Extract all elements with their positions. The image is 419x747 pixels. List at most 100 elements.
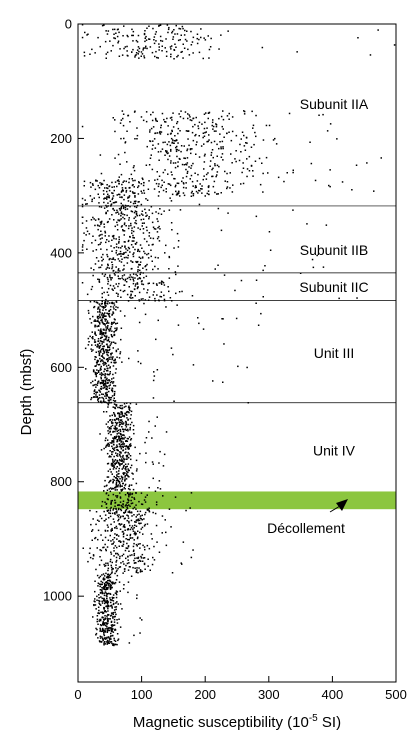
data-point	[106, 630, 109, 632]
data-point	[100, 348, 103, 351]
data-point	[111, 264, 114, 266]
data-point	[252, 175, 254, 177]
data-point	[166, 143, 169, 146]
data-point	[126, 534, 128, 536]
data-point	[231, 191, 234, 193]
data-point	[112, 594, 115, 596]
data-point	[96, 180, 98, 182]
data-point	[112, 117, 114, 119]
data-point	[144, 496, 147, 498]
data-point	[165, 244, 167, 247]
data-point	[152, 268, 154, 271]
data-point	[184, 29, 186, 32]
data-point	[113, 644, 115, 647]
data-point	[106, 198, 108, 200]
data-point	[96, 346, 98, 348]
data-point	[108, 387, 111, 389]
data-point	[195, 133, 197, 136]
data-point	[393, 44, 396, 46]
data-point	[157, 236, 160, 238]
data-point	[98, 389, 100, 391]
data-point	[118, 193, 120, 196]
data-point	[104, 622, 106, 624]
data-point	[132, 528, 134, 530]
data-point	[112, 539, 114, 541]
data-point	[133, 200, 136, 203]
data-point	[119, 163, 121, 165]
data-point	[173, 177, 175, 180]
data-point	[123, 268, 125, 270]
data-point	[116, 433, 118, 435]
data-point	[112, 347, 114, 349]
data-point	[102, 333, 105, 335]
data-point	[115, 350, 118, 353]
data-point	[126, 411, 128, 413]
data-point	[110, 325, 113, 328]
data-point	[131, 34, 133, 37]
data-point	[127, 114, 130, 117]
data-point	[172, 139, 174, 141]
data-point	[120, 475, 123, 478]
data-point	[109, 427, 111, 429]
data-point	[142, 232, 145, 234]
data-point	[102, 315, 104, 317]
data-point	[116, 453, 119, 455]
data-point	[113, 582, 116, 585]
data-point	[136, 597, 138, 600]
data-point	[104, 638, 107, 640]
data-point	[111, 451, 113, 453]
data-point	[174, 178, 176, 180]
data-point	[117, 295, 119, 297]
data-point	[127, 463, 130, 465]
data-point	[103, 179, 105, 182]
data-point	[129, 505, 131, 507]
data-point	[96, 316, 99, 319]
data-point	[243, 110, 246, 113]
data-point	[115, 606, 118, 608]
data-point	[112, 289, 114, 291]
data-point	[107, 294, 110, 296]
data-point	[136, 214, 139, 217]
data-point	[97, 538, 99, 541]
data-point	[176, 304, 178, 306]
data-point	[109, 635, 112, 638]
data-point	[104, 335, 106, 337]
data-point	[134, 210, 137, 212]
data-point	[122, 422, 125, 424]
data-point	[118, 463, 121, 466]
data-point	[114, 643, 117, 646]
data-point	[97, 338, 100, 340]
data-point	[134, 222, 136, 224]
data-point	[128, 566, 131, 568]
data-point	[114, 533, 116, 535]
data-point	[141, 619, 143, 621]
data-point	[264, 265, 266, 267]
data-point	[103, 490, 105, 492]
data-point	[115, 323, 117, 325]
data-point	[106, 184, 108, 186]
data-point	[148, 38, 151, 40]
data-point	[127, 451, 129, 454]
data-point	[92, 349, 94, 351]
data-point	[97, 308, 99, 310]
data-point	[132, 202, 135, 205]
data-point	[103, 411, 105, 413]
data-point	[98, 352, 101, 354]
data-point	[138, 50, 140, 53]
data-point	[110, 629, 113, 631]
data-point	[111, 607, 113, 609]
data-point	[122, 207, 125, 210]
data-point	[102, 573, 105, 575]
data-point	[119, 253, 121, 255]
data-point	[112, 28, 114, 31]
data-point	[124, 549, 127, 552]
data-point	[111, 453, 113, 456]
data-point	[103, 315, 106, 317]
data-point	[94, 537, 96, 540]
data-point	[113, 28, 116, 31]
data-point	[121, 445, 124, 448]
data-point	[105, 444, 108, 447]
data-point	[148, 232, 151, 234]
data-point	[103, 341, 105, 343]
data-point	[98, 353, 101, 355]
